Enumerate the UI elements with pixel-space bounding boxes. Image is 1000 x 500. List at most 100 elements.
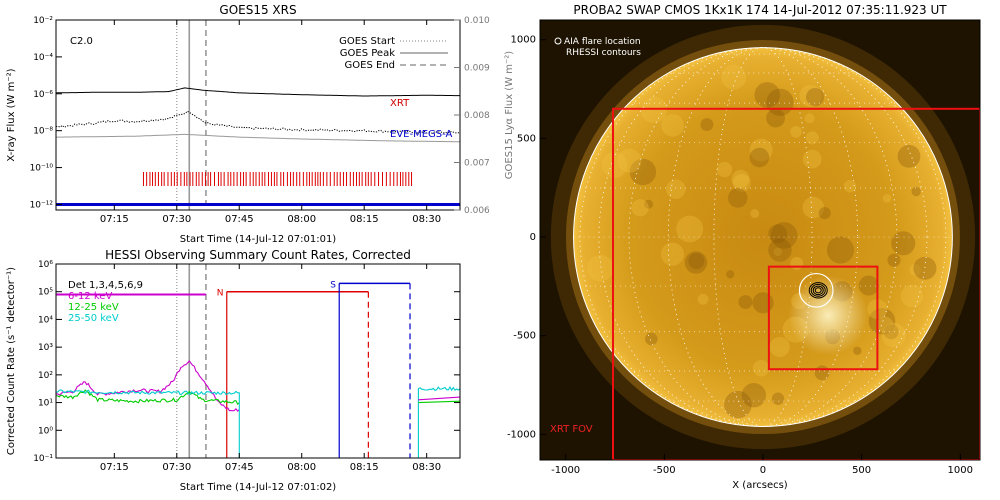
goes-y2tick-label: 0.006 xyxy=(464,206,490,216)
goes-ytick-label: 10⁻⁶ xyxy=(33,90,53,100)
legend-det: Det 1,3,4,5,6,9 xyxy=(68,280,143,291)
disk-texture xyxy=(897,144,921,168)
goes-xtick-label: 08:15 xyxy=(350,214,379,225)
disk-texture xyxy=(661,114,685,137)
hessi-xtick-label: 07:30 xyxy=(162,462,191,473)
goes-y2tick-label: 0.008 xyxy=(464,111,490,121)
series-xrt xyxy=(56,87,460,97)
goes-title: GOES15 XRS xyxy=(219,3,296,17)
disk-texture xyxy=(818,207,831,220)
goes-ytick-label: 10⁻¹⁰ xyxy=(30,164,54,174)
disk-texture xyxy=(843,179,857,193)
hessi-ytick-label: 10⁶ xyxy=(38,260,53,270)
disk-texture xyxy=(666,179,686,199)
disk-texture xyxy=(799,84,822,107)
swap-panel: PROBA2 SWAP CMOS 1Kx1K 174 14-Jul-2012 0… xyxy=(507,3,981,491)
disk-texture xyxy=(752,360,770,377)
swap-axes-frame xyxy=(539,19,981,461)
swap-title: PROBA2 SWAP CMOS 1Kx1K 174 14-Jul-2012 0… xyxy=(573,3,947,17)
hessi-ytick-label: 10¹ xyxy=(38,399,53,409)
disk-texture xyxy=(766,108,786,128)
disk-texture xyxy=(768,224,788,244)
disk-texture xyxy=(891,231,916,256)
disk-texture xyxy=(727,188,748,208)
goes-axes: 07:15 07:30 07:45 08:00 08:15 08:30 10⁻² 10⁻⁴ 10… xyxy=(30,16,490,225)
limb-circle xyxy=(573,47,953,427)
disk-texture xyxy=(660,242,685,266)
hessi-xtick-label: 08:30 xyxy=(412,462,441,473)
swap-xtick-label: 1000 xyxy=(948,465,973,476)
disk-texture xyxy=(804,113,815,124)
disk-texture xyxy=(752,292,774,314)
goes-xtick-label: 08:30 xyxy=(412,214,441,225)
rhessi-contour xyxy=(810,283,826,297)
disk-texture xyxy=(877,316,894,333)
series-6-12-kev xyxy=(56,360,240,412)
series-goes-ly-alpha xyxy=(56,133,460,143)
disk-texture xyxy=(688,252,705,270)
hessi-ytick-label: 10⁻¹ xyxy=(33,454,53,464)
goes-y2tick-label: 0.007 xyxy=(464,159,490,169)
series-label-eve: EVE-MEGS-A xyxy=(390,129,453,140)
disk-texture xyxy=(882,194,892,203)
disk-texture xyxy=(750,209,760,218)
disk-texture xyxy=(770,222,798,249)
xrt-fov-label: XRT FOV xyxy=(550,424,593,435)
rhessi-contour xyxy=(812,285,824,296)
disk-texture xyxy=(858,275,879,296)
legend-aia-flare: AIA flare location xyxy=(564,37,641,47)
longitude-line xyxy=(598,47,928,427)
legend-rhessi: RHESSI contours xyxy=(566,48,641,58)
disk-texture xyxy=(684,251,708,274)
goes-ytick-label: 10⁻² xyxy=(33,16,53,26)
disk-texture xyxy=(587,254,614,282)
goes-xlabel: Start Time (14-Jul-12 07:01:01) xyxy=(180,234,337,245)
hessi-xtick-label: 07:45 xyxy=(225,462,254,473)
legend-goes-peak: GOES Peak xyxy=(340,48,395,59)
goes-ytick-label: 10⁻⁸ xyxy=(33,127,53,137)
rhessi-contour xyxy=(814,287,822,294)
xrt-pointing-box xyxy=(767,265,879,371)
aia-flare-circle xyxy=(798,272,834,308)
swap-ytick-label: 0 xyxy=(530,232,536,243)
disk-texture xyxy=(771,392,785,405)
goes-y2label: GOES15 Lyα Flux (W m⁻²) xyxy=(504,51,515,179)
flare-brightening xyxy=(788,275,869,356)
swap-xtick-label: -1000 xyxy=(551,465,580,476)
goes-axes-frame xyxy=(55,19,461,211)
swap-ytick-label: -1000 xyxy=(507,429,536,440)
goes-y2tick-label: 0.010 xyxy=(464,16,490,26)
series-6-12-kev-late xyxy=(418,396,460,401)
disk-texture xyxy=(700,118,714,132)
disk-texture xyxy=(676,215,704,243)
disk-texture xyxy=(749,147,770,168)
hessi-ylabel: Corrected Count Rate (s⁻¹ detector⁻¹) xyxy=(6,267,17,455)
swap-axes: -1000 -500 0 500 1000 1000 500 0 -500 -1000 xyxy=(507,35,973,476)
disk-texture xyxy=(909,263,921,276)
longitude-line xyxy=(713,47,813,427)
disk-texture xyxy=(631,199,649,217)
hessi-xtick-label: 08:00 xyxy=(287,462,316,473)
disk-texture xyxy=(790,125,802,138)
goes-xtick-label: 08:00 xyxy=(287,214,316,225)
hessi-ytick-label: 10⁵ xyxy=(38,288,53,298)
disk-texture xyxy=(732,173,751,192)
disk-texture xyxy=(629,158,657,186)
disk-texture xyxy=(826,236,855,264)
swap-ytick-label: 500 xyxy=(517,133,536,144)
goes-y2tick-label: 0.009 xyxy=(464,64,490,74)
disk-texture xyxy=(900,284,924,308)
hessi-panel: HESSI Observing Summary Count Rates, Cor… xyxy=(6,248,461,493)
goes-ytick-label: 10⁻¹² xyxy=(30,200,54,210)
disk-texture xyxy=(911,186,921,197)
disk-texture xyxy=(721,64,747,90)
swap-ytick-label: 1000 xyxy=(511,35,536,46)
disk-texture xyxy=(868,307,896,335)
series-12-25-kev-late xyxy=(418,400,460,404)
legend-6-12: 6-12 keV xyxy=(68,291,112,302)
hessi-legend: Det 1,3,4,5,6,9 6-12 keV 12-25 keV 25-50… xyxy=(68,280,143,324)
disk-texture xyxy=(881,322,907,348)
hessi-plot-area: NS xyxy=(56,264,460,458)
disk-texture xyxy=(814,365,830,381)
disk-texture xyxy=(754,82,781,108)
